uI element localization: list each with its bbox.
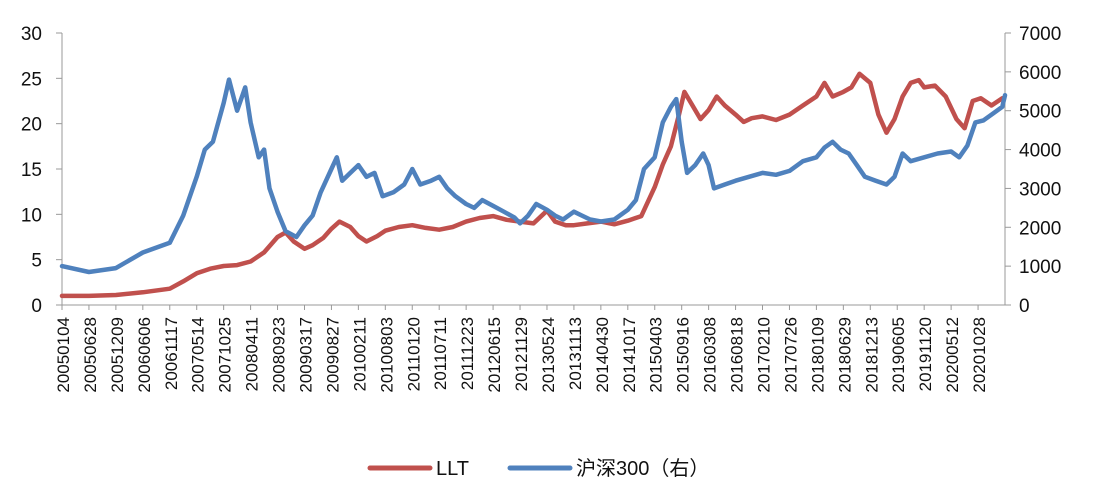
x-tick-label: 20201028 — [970, 317, 989, 393]
x-tick-label: 20180629 — [835, 317, 854, 393]
x-tick-label: 20190605 — [889, 317, 908, 393]
x-tick-label: 20060606 — [135, 317, 154, 393]
left-y-axis: 0 5 10 15 20 25 30 — [21, 24, 63, 317]
x-tick-label: 20100803 — [377, 317, 396, 393]
right-tick-label: 6000 — [1019, 63, 1061, 84]
right-tick-label: 1000 — [1019, 257, 1061, 278]
x-axis: 20050104 20050628 20051209 20060606 20061117… — [54, 304, 1005, 393]
right-tick-label: 5000 — [1019, 102, 1061, 123]
series-line-csi300 — [59, 77, 1008, 275]
x-tick-label: 20061117 — [162, 317, 181, 390]
left-tick-label: 25 — [21, 69, 42, 90]
left-tick-label: 20 — [21, 115, 42, 136]
series-layer — [59, 71, 1008, 299]
x-tick-label: 20100211 — [350, 317, 369, 391]
x-tick-label: 20170210 — [755, 317, 774, 393]
x-tick-label: 20191120 — [916, 317, 935, 391]
x-tick-label: 20050628 — [81, 317, 100, 393]
right-tick-label: 2000 — [1019, 218, 1061, 239]
x-tick-label: 20071025 — [216, 317, 235, 393]
x-tick-label: 20131113 — [566, 317, 585, 390]
x-tick-label: 20200512 — [943, 317, 962, 393]
x-tick-label: 20180109 — [808, 317, 827, 393]
x-tick-label: 20080923 — [270, 317, 289, 393]
left-tick-label: 10 — [21, 205, 42, 226]
left-tick-label: 5 — [31, 251, 42, 272]
x-tick-label: 20051209 — [108, 317, 127, 393]
series-line-llt — [59, 71, 1005, 299]
x-tick-label: 20070514 — [189, 317, 208, 393]
x-tick-label: 20120615 — [485, 317, 504, 393]
x-tick-label: 20170726 — [781, 317, 800, 393]
legend: LLT 沪深300（右） — [367, 457, 709, 480]
x-tick-label: 20160818 — [728, 317, 747, 393]
legend-label-llt: LLT — [436, 458, 469, 480]
x-tick-label: 20090827 — [323, 317, 342, 393]
x-tick-label: 20121129 — [512, 317, 531, 391]
x-tick-label: 20110711 — [431, 317, 450, 390]
x-tick-label: 20050104 — [54, 317, 73, 393]
right-tick-label: 7000 — [1019, 24, 1061, 45]
left-tick-label: 30 — [21, 24, 42, 45]
x-tick-label: 20110120 — [404, 317, 423, 391]
x-tick-label: 20150916 — [674, 317, 693, 393]
x-tick-label: 20130524 — [539, 317, 558, 393]
x-tick-label: 20140430 — [593, 317, 612, 393]
x-tick-label: 20080411 — [243, 317, 262, 391]
x-tick-label: 20111223 — [458, 317, 477, 390]
x-tick-label: 20150403 — [647, 317, 666, 393]
right-y-axis: 0 1000 2000 3000 4000 5000 6000 7000 — [1004, 24, 1061, 317]
right-tick-label: 0 — [1019, 296, 1030, 317]
left-tick-label: 15 — [21, 160, 42, 181]
x-tick-label: 20090317 — [296, 317, 315, 393]
x-tick-label: 20160308 — [701, 317, 720, 393]
legend-label-csi300: 沪深300（右） — [576, 457, 709, 480]
x-tick-label: 20141017 — [620, 317, 639, 393]
x-tick-label: 20181213 — [862, 317, 881, 393]
right-tick-label: 3000 — [1019, 179, 1061, 200]
left-tick-label: 0 — [31, 296, 42, 317]
right-tick-label: 4000 — [1019, 141, 1061, 162]
